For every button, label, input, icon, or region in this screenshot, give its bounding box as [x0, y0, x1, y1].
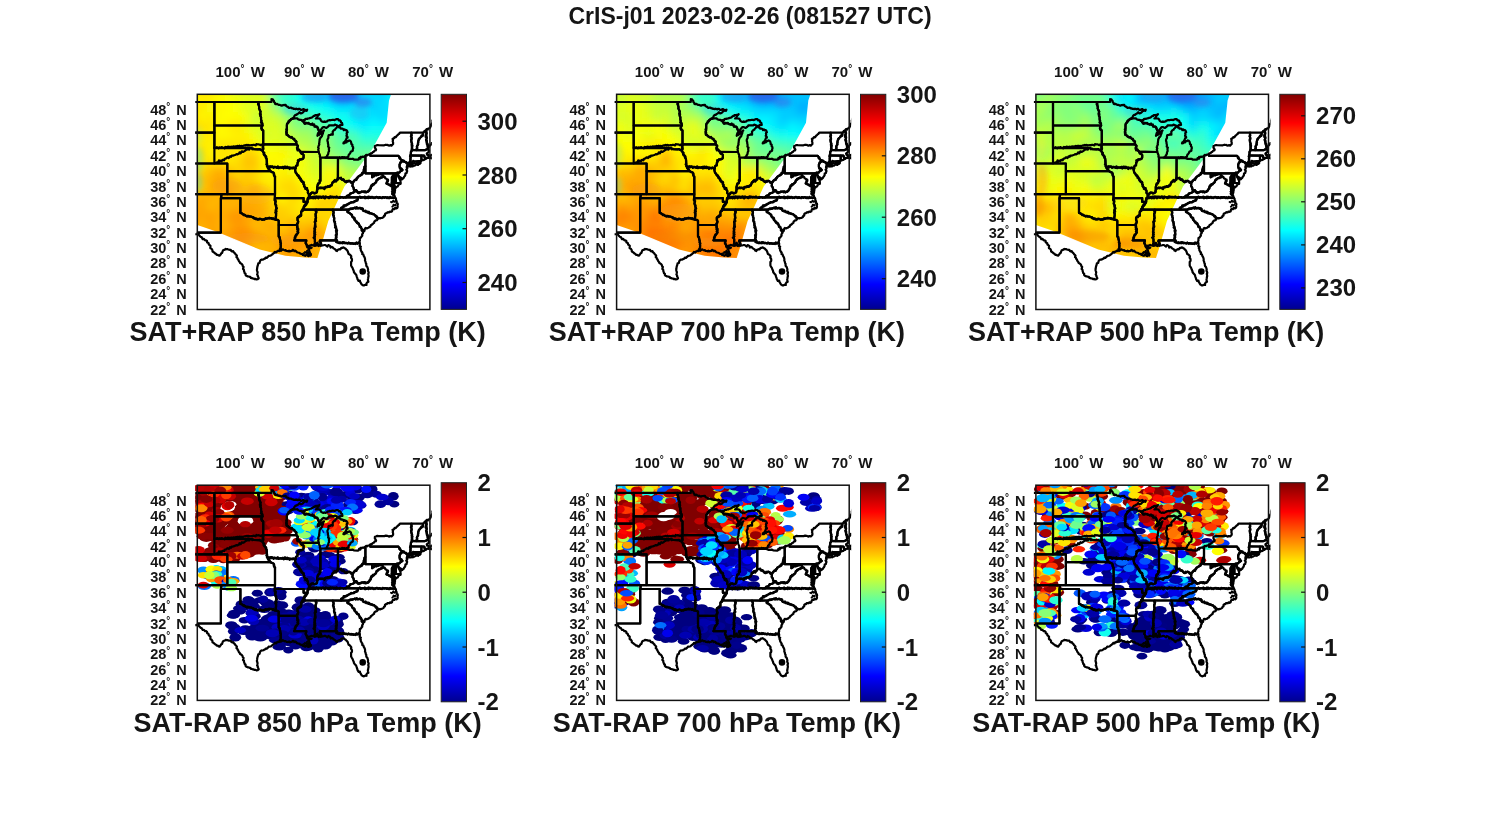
svg-text:SAT-RAP 500 hPa Temp (K): SAT-RAP 500 hPa Temp (K) [972, 708, 1320, 738]
svg-text:-1: -1 [1316, 634, 1337, 661]
svg-text:1: 1 [1316, 524, 1329, 551]
svg-text:240: 240 [897, 265, 937, 292]
svg-text:230: 230 [1316, 274, 1356, 301]
svg-text:SAT+RAP 700 hPa Temp (K): SAT+RAP 700 hPa Temp (K) [549, 317, 905, 347]
svg-text:280: 280 [478, 162, 518, 189]
svg-text:300: 300 [897, 81, 937, 108]
svg-text:250: 250 [1316, 188, 1356, 215]
svg-text:300: 300 [478, 108, 518, 135]
svg-text:2: 2 [1316, 469, 1329, 496]
svg-text:240: 240 [478, 269, 518, 296]
svg-text:260: 260 [478, 215, 518, 242]
svg-text:2: 2 [478, 469, 491, 496]
svg-text:1: 1 [478, 524, 491, 551]
svg-text:270: 270 [1316, 102, 1356, 129]
svg-text:SAT-RAP 700 hPa Temp (K): SAT-RAP 700 hPa Temp (K) [553, 708, 901, 738]
svg-text:-1: -1 [897, 634, 918, 661]
svg-text:1: 1 [897, 524, 910, 551]
svg-text:-1: -1 [478, 634, 499, 661]
svg-text:0: 0 [897, 579, 910, 606]
svg-text:SAT+RAP 850 hPa Temp (K): SAT+RAP 850 hPa Temp (K) [129, 317, 485, 347]
svg-text:280: 280 [897, 142, 937, 169]
svg-text:0: 0 [1316, 579, 1329, 606]
svg-text:SAT+RAP 500 hPa Temp (K): SAT+RAP 500 hPa Temp (K) [968, 317, 1324, 347]
svg-text:260: 260 [897, 204, 937, 231]
svg-text:2: 2 [897, 469, 910, 496]
svg-text:SAT-RAP 850 hPa Temp (K): SAT-RAP 850 hPa Temp (K) [134, 708, 482, 738]
svg-text:CrIS-j01 2023-02-26 (081527 UT: CrIS-j01 2023-02-26 (081527 UTC) [568, 3, 931, 29]
svg-text:260: 260 [1316, 145, 1356, 172]
svg-text:240: 240 [1316, 231, 1356, 258]
svg-text:0: 0 [478, 579, 491, 606]
